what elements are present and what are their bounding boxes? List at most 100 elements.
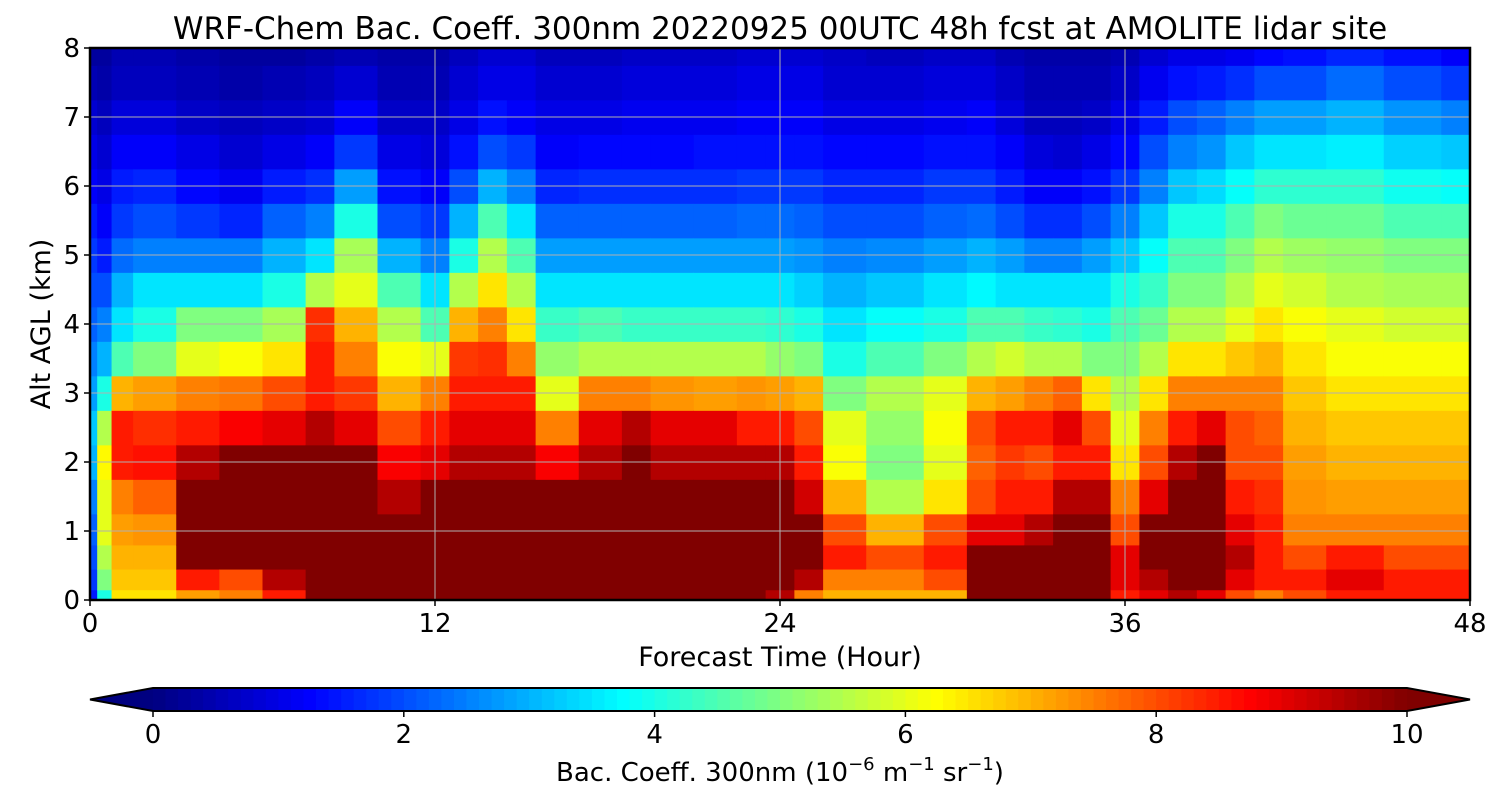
heatmap-cell	[176, 134, 220, 170]
heatmap-cell	[506, 341, 537, 377]
colorbar-cell	[955, 688, 969, 711]
heatmap-cell	[1196, 134, 1227, 170]
heatmap-cell	[650, 513, 695, 546]
heatmap-cell	[1024, 513, 1054, 546]
heatmap-cell	[966, 48, 997, 66]
heatmap-cell	[736, 48, 767, 66]
heatmap-cell	[995, 341, 1025, 377]
heatmap-cell	[262, 203, 307, 239]
heatmap-cell	[1383, 341, 1442, 377]
heatmap-cell	[693, 48, 738, 66]
heatmap-cell	[1139, 568, 1169, 591]
colorbar-cell	[1356, 688, 1370, 711]
heatmap-cell	[219, 568, 264, 591]
colorbar-cell	[943, 688, 957, 711]
heatmap-cell	[377, 203, 422, 239]
heatmap-cell	[578, 203, 623, 239]
heatmap-cell	[995, 544, 1025, 570]
heatmap-cell	[219, 341, 264, 377]
heatmap-cell	[377, 410, 422, 446]
heatmap-cell	[578, 544, 623, 570]
heatmap-cell	[923, 589, 968, 601]
heatmap-cell	[90, 410, 98, 446]
heatmap-cell	[1225, 513, 1255, 546]
heatmap-cell	[1254, 272, 1284, 308]
colorbar-cell	[1055, 688, 1070, 711]
heatmap-cell	[535, 48, 580, 66]
heatmap-cell	[1254, 410, 1284, 446]
colorbar-cell	[1168, 688, 1182, 711]
colorbar-cell	[667, 688, 681, 711]
heatmap-cell	[111, 544, 134, 570]
heatmap-cell	[90, 134, 98, 170]
heatmap-cell	[794, 589, 824, 601]
heatmap-cell	[1441, 272, 1471, 308]
colorbar-cell	[353, 688, 367, 711]
heatmap-cell	[995, 272, 1025, 308]
heatmap-cell	[90, 479, 98, 515]
heatmap-cell	[1441, 410, 1471, 446]
heatmap-cell	[1168, 48, 1198, 66]
heatmap-cell	[1225, 48, 1255, 66]
colorbar-cell	[1193, 688, 1207, 711]
heatmap-cell	[334, 203, 379, 239]
heatmap-cell	[1326, 134, 1385, 170]
heatmap-cell	[90, 341, 98, 377]
heatmap-cell	[133, 513, 177, 546]
heatmap-cell	[621, 134, 652, 170]
heatmap-cell	[1139, 48, 1169, 66]
heatmap-cell	[1283, 341, 1327, 377]
heatmap-cell	[866, 203, 925, 239]
heatmap-cell	[923, 341, 968, 377]
heatmap-cell	[334, 65, 379, 101]
heatmap-cell	[262, 568, 307, 591]
heatmap-cell	[97, 479, 113, 515]
heatmap-cell	[449, 48, 479, 66]
heatmap-cell	[1283, 65, 1327, 101]
heatmap-cell	[1081, 568, 1112, 591]
colorbar-cell	[792, 688, 806, 711]
x-tick-label: 12	[418, 609, 451, 639]
heatmap-cell	[133, 134, 177, 170]
heatmap-cell	[334, 568, 379, 591]
heatmap-cell	[823, 479, 867, 515]
heatmap-cell	[219, 589, 264, 601]
heatmap-cell	[866, 479, 925, 515]
heatmap-cell	[219, 65, 264, 101]
heatmap-cell	[506, 134, 537, 170]
heatmap-cell	[966, 410, 997, 446]
heatmap-cell	[334, 341, 379, 377]
heatmap-cell	[176, 410, 220, 446]
heatmap-cell	[506, 65, 537, 101]
heatmap-cell	[650, 568, 695, 591]
heatmap-cell	[478, 410, 508, 446]
heatmap-cell	[650, 134, 695, 170]
heatmap-cell	[621, 410, 652, 446]
heatmap-cell	[219, 272, 264, 308]
heatmap-cell	[535, 272, 580, 308]
colorbar-cell	[328, 688, 342, 711]
colorbar-cell	[441, 688, 455, 711]
x-tick-label: 36	[1108, 609, 1141, 639]
heatmap-cell	[176, 568, 220, 591]
colorbar-cell	[1068, 688, 1082, 711]
heatmap-cell	[1053, 203, 1083, 239]
colorbar-tick-label: 6	[897, 720, 914, 750]
colorbar-cell	[704, 688, 718, 711]
heatmap-cell	[449, 479, 479, 515]
heatmap-cell	[1383, 48, 1442, 66]
heatmap-cell	[1383, 544, 1442, 570]
heatmap-cell	[1383, 589, 1442, 601]
heatmap-cell	[262, 513, 307, 546]
colorbar-cell	[178, 688, 192, 711]
heatmap-cell	[621, 48, 652, 66]
heatmap-cell	[305, 341, 335, 377]
heatmap-cell	[736, 341, 767, 377]
y-tick-label: 4	[63, 310, 80, 340]
heatmap-cell	[1168, 479, 1198, 515]
heatmap-cell	[823, 65, 867, 101]
heatmap-cell	[966, 272, 997, 308]
colorbar-cell	[303, 688, 317, 711]
heatmap-cell	[97, 410, 113, 446]
